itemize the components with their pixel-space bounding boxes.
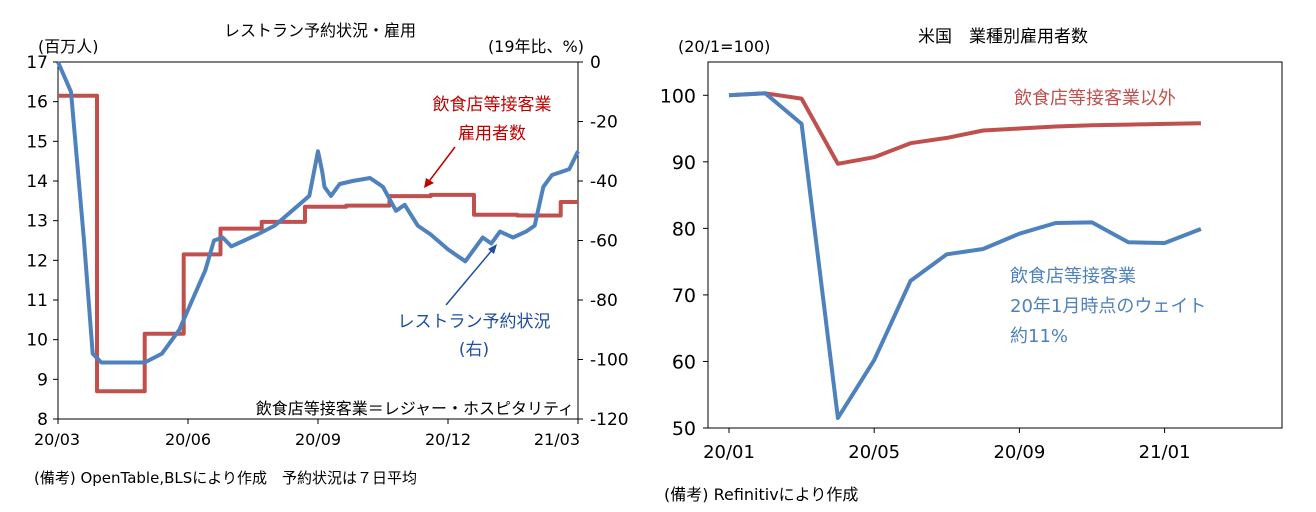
right-chart-xtick-label: 20/09 xyxy=(993,442,1045,463)
left-ytick-label: 10 xyxy=(26,331,48,351)
right-y-unit: (20/1=100) xyxy=(678,37,770,56)
employment-arrow xyxy=(424,146,456,188)
right-plot-area xyxy=(707,61,1283,429)
definition-note: 飲食店等接客業＝レジャー・ホスピタリティ xyxy=(256,399,574,418)
right-ytick-label: -80 xyxy=(590,291,618,311)
left-chart-title: レストラン予約状況・雇用 xyxy=(224,21,416,40)
left-xtick-label: 21/03 xyxy=(534,430,580,449)
right-chart: 米国 業種別雇用者数 (20/1=100) 50 60 70 80 90 100 20/0… xyxy=(660,27,1283,504)
hospitality-series-line xyxy=(728,91,1202,420)
right-chart-xtick-label: 20/05 xyxy=(848,442,900,463)
left-ytick-label: 12 xyxy=(26,251,48,271)
hosp-label-line3: 約11% xyxy=(1010,326,1068,347)
left-xtick-label: 20/09 xyxy=(295,430,341,449)
reservation-arrow xyxy=(445,244,497,306)
right-ytick-label: -20 xyxy=(590,113,618,133)
left-ytick-label: 11 xyxy=(26,291,48,311)
left-plot-area xyxy=(57,61,579,420)
right-chart-ytick-label: 100 xyxy=(660,85,696,107)
other-sector-label: 飲食店等接客業以外 xyxy=(1014,88,1176,109)
employment-series-line xyxy=(58,93,578,394)
hosp-label-line2: 20年1月時点のウェイト xyxy=(1010,296,1206,317)
reservation-label-line1: レストラン予約状況 xyxy=(398,312,551,332)
right-source-note: (備考) Refinitivにより作成 xyxy=(664,485,858,504)
right-ytick-label: 0 xyxy=(590,53,601,73)
left-ytick-label: 8 xyxy=(37,410,48,430)
left-xtick-label: 20/12 xyxy=(425,430,471,449)
right-axis-unit: (19年比、%) xyxy=(488,37,584,56)
right-ytick-label: -120 xyxy=(590,410,629,430)
left-chart: レストラン予約状況・雇用 (百万人) (19年比、%) 8 9 10 11 12 13 14… xyxy=(26,21,628,487)
left-ytick-label: 9 xyxy=(37,370,48,390)
left-ytick-label: 16 xyxy=(26,93,48,113)
right-ytick-label: -40 xyxy=(590,172,618,192)
other-sector-series-line xyxy=(728,91,1201,166)
reservation-label-line2: (右) xyxy=(459,340,489,360)
right-ytick-label: -60 xyxy=(590,232,618,252)
left-ytick-label: 15 xyxy=(26,132,48,152)
right-chart-ytick-label: 90 xyxy=(672,152,696,174)
right-ytick-label: -100 xyxy=(590,351,629,371)
left-xtick-label: 20/06 xyxy=(165,430,211,449)
left-xtick-label: 20/03 xyxy=(34,430,80,449)
right-chart-ytick-label: 80 xyxy=(672,218,696,240)
hosp-label-line1: 飲食店等接客業 xyxy=(1010,266,1136,287)
left-ytick-label: 13 xyxy=(26,212,48,232)
left-ytick-label: 17 xyxy=(26,53,48,73)
employment-label-line1: 飲食店等接客業 xyxy=(433,95,552,115)
right-chart-xtick-label: 20/01 xyxy=(703,442,755,463)
right-chart-xtick-label: 21/01 xyxy=(1139,442,1191,463)
right-chart-title: 米国 業種別雇用者数 xyxy=(918,27,1088,47)
left-source-note: (備考) OpenTable,BLSにより作成 予約状況は７日平均 xyxy=(34,469,417,487)
right-chart-ytick-label: 70 xyxy=(672,285,696,307)
right-chart-ytick-label: 60 xyxy=(672,351,696,373)
left-axis-unit: (百万人) xyxy=(38,37,99,56)
reservation-series-line xyxy=(56,61,580,365)
left-ytick-label: 14 xyxy=(26,172,48,192)
employment-label-line2: 雇用者数 xyxy=(458,124,526,144)
right-chart-ytick-label: 50 xyxy=(672,418,696,440)
